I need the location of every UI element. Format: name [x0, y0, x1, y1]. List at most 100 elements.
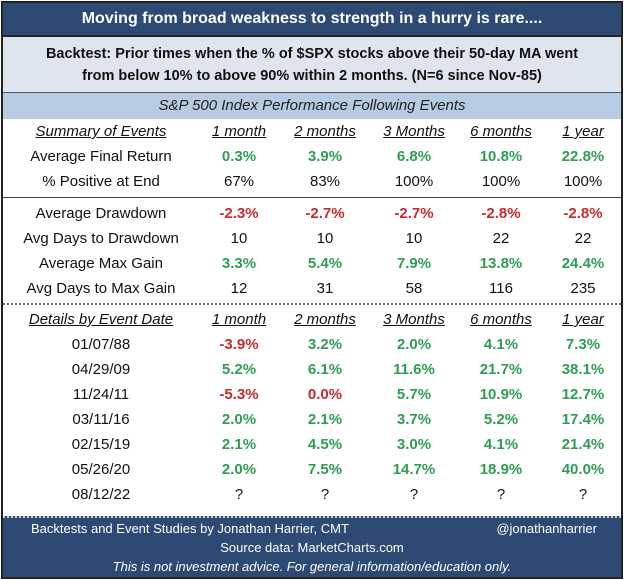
table-cell: 100% [481, 173, 521, 190]
table-cell: 7.3% [565, 336, 601, 353]
drawdown-table: Average Drawdown -2.3% -2.7% -2.7% -2.8% -2.8… [3, 201, 621, 301]
table-cell: 21.7% [479, 361, 523, 378]
table-header-row: Details by Event Date 1 month 2 months 3 Mo… [3, 307, 621, 332]
table-cell: 5.7% [396, 386, 432, 403]
footer-credit: Backtests and Event Studies by Jonathan … [31, 521, 349, 536]
table-cell: 10.9% [479, 386, 523, 403]
table-cell: 4.1% [483, 436, 519, 453]
table-cell: 3.7% [396, 411, 432, 428]
header-label: Summary of Events [35, 123, 167, 140]
table-row: 03/11/16 2.0% 2.1% 3.7% 5.2% 17.4% [3, 407, 621, 432]
table-cell: 5.4% [307, 255, 343, 272]
table-cell: 2.1% [307, 411, 343, 428]
table-row: % Positive at End 67% 83% 100% 100% 100% [3, 169, 621, 194]
dotted-divider [3, 303, 621, 305]
table-cell: 3.3% [221, 255, 257, 272]
row-label: % Positive at End [42, 173, 160, 190]
table-cell: 7.5% [307, 461, 343, 478]
footer-source: Source data: MarketCharts.com [220, 540, 404, 555]
table-cell: ? [496, 486, 506, 503]
table-cell: -5.3% [219, 386, 259, 403]
row-label: Average Final Return [30, 148, 172, 165]
table-cell: 0.3% [221, 148, 257, 165]
table-cell: 14.7% [392, 461, 436, 478]
table-row: Average Final Return 0.3% 3.9% 6.8% 10.8% 22.… [3, 144, 621, 169]
column-header: 3 Months [383, 311, 445, 328]
table-cell: 2.0% [396, 336, 432, 353]
subtitle-line-2: from below 10% to above 90% within 2 mon… [82, 68, 542, 84]
table-cell: -2.3% [219, 205, 259, 222]
column-header: 6 months [470, 311, 532, 328]
column-header: 1 year [562, 311, 604, 328]
row-label: 03/11/16 [72, 411, 130, 428]
column-header: 1 month [211, 311, 267, 328]
table-cell: 67% [223, 173, 255, 190]
row-label: Avg Days to Max Gain [26, 280, 176, 297]
table-cell: ? [320, 486, 330, 503]
table-cell: 12.7% [561, 386, 605, 403]
table-cell: 5.2% [221, 361, 257, 378]
table-cell: 17.4% [561, 411, 605, 428]
header-label: Details by Event Date [28, 311, 174, 328]
subtitle: Backtest: Prior times when the % of $SPX… [3, 37, 621, 93]
table-cell: 11.6% [393, 361, 435, 378]
table-row: 11/24/11 -5.3% 0.0% 5.7% 10.9% 12.7% [3, 382, 621, 407]
table-cell: 3.2% [307, 336, 343, 353]
table-cell: ? [234, 486, 244, 503]
table-cell: 100% [563, 173, 603, 190]
subtitle-line-1: Backtest: Prior times when the % of $SPX… [45, 46, 579, 62]
table-cell: -2.7% [394, 205, 434, 222]
table-cell: 5.2% [483, 411, 519, 428]
table-cell: 2.0% [221, 411, 257, 428]
row-label: Avg Days to Drawdown [23, 230, 179, 247]
table-header-row: Summary of Events 1 month 2 months 3 Months… [3, 119, 621, 144]
page-title: Moving from broad weakness to strength i… [3, 3, 621, 37]
table-cell: 22 [574, 230, 592, 247]
table-row: 02/15/19 2.1% 4.5% 3.0% 4.1% 21.4% [3, 432, 621, 457]
table-cell: 116 [489, 280, 513, 297]
table-cell: 24.4% [561, 255, 605, 272]
row-label: 01/07/88 [71, 336, 131, 353]
table-cell: 2.0% [221, 461, 257, 478]
table-row: 05/26/20 2.0% 7.5% 14.7% 18.9% 40.0% [3, 457, 621, 482]
column-header: 1 month [211, 123, 267, 140]
table-cell: -3.9% [219, 336, 259, 353]
table-cell: 3.0% [396, 436, 432, 453]
divider [3, 197, 621, 198]
table-cell: 18.9% [479, 461, 523, 478]
table-cell: 58 [405, 280, 423, 297]
column-header: 2 months [294, 311, 356, 328]
spacer [3, 507, 621, 516]
table-cell: 38.1% [561, 361, 605, 378]
table-cell: 4.1% [483, 336, 519, 353]
table-cell: 4.5% [307, 436, 343, 453]
table-row: Average Drawdown -2.3% -2.7% -2.7% -2.8% -2.8… [3, 201, 621, 226]
footer: Backtests and Event Studies by Jonathan … [3, 516, 621, 577]
table-cell: 6.1% [307, 361, 343, 378]
table-cell: 10 [405, 230, 423, 247]
row-label: 05/26/20 [71, 461, 131, 478]
row-label: Average Max Gain [39, 255, 163, 272]
table-row: Average Max Gain 3.3% 5.4% 7.9% 13.8% 24.4% [3, 251, 621, 276]
table-cell: 12 [230, 280, 248, 297]
table-cell: 7.9% [396, 255, 432, 272]
row-label: 02/15/19 [71, 436, 131, 453]
table-cell: 235 [570, 280, 596, 297]
column-header: 1 year [562, 123, 604, 140]
row-label: Average Drawdown [35, 205, 167, 222]
table-row: 08/12/22????? [3, 482, 621, 507]
table-cell: 22.8% [561, 148, 605, 165]
column-header: 3 Months [383, 123, 445, 140]
table-cell: 2.1% [221, 436, 257, 453]
row-label: 08/12/22 [71, 486, 131, 503]
table-cell: 6.8% [396, 148, 432, 165]
table-cell: 22 [492, 230, 510, 247]
table-cell: 3.9% [307, 148, 343, 165]
column-header: 2 months [294, 123, 356, 140]
column-header: 6 months [470, 123, 532, 140]
table-cell: ? [409, 486, 419, 503]
table-cell: 13.8% [479, 255, 523, 272]
footer-disclaimer: This is not investment advice. For gener… [112, 559, 512, 574]
summary-table: Summary of Events 1 month 2 months 3 Months… [3, 119, 621, 194]
